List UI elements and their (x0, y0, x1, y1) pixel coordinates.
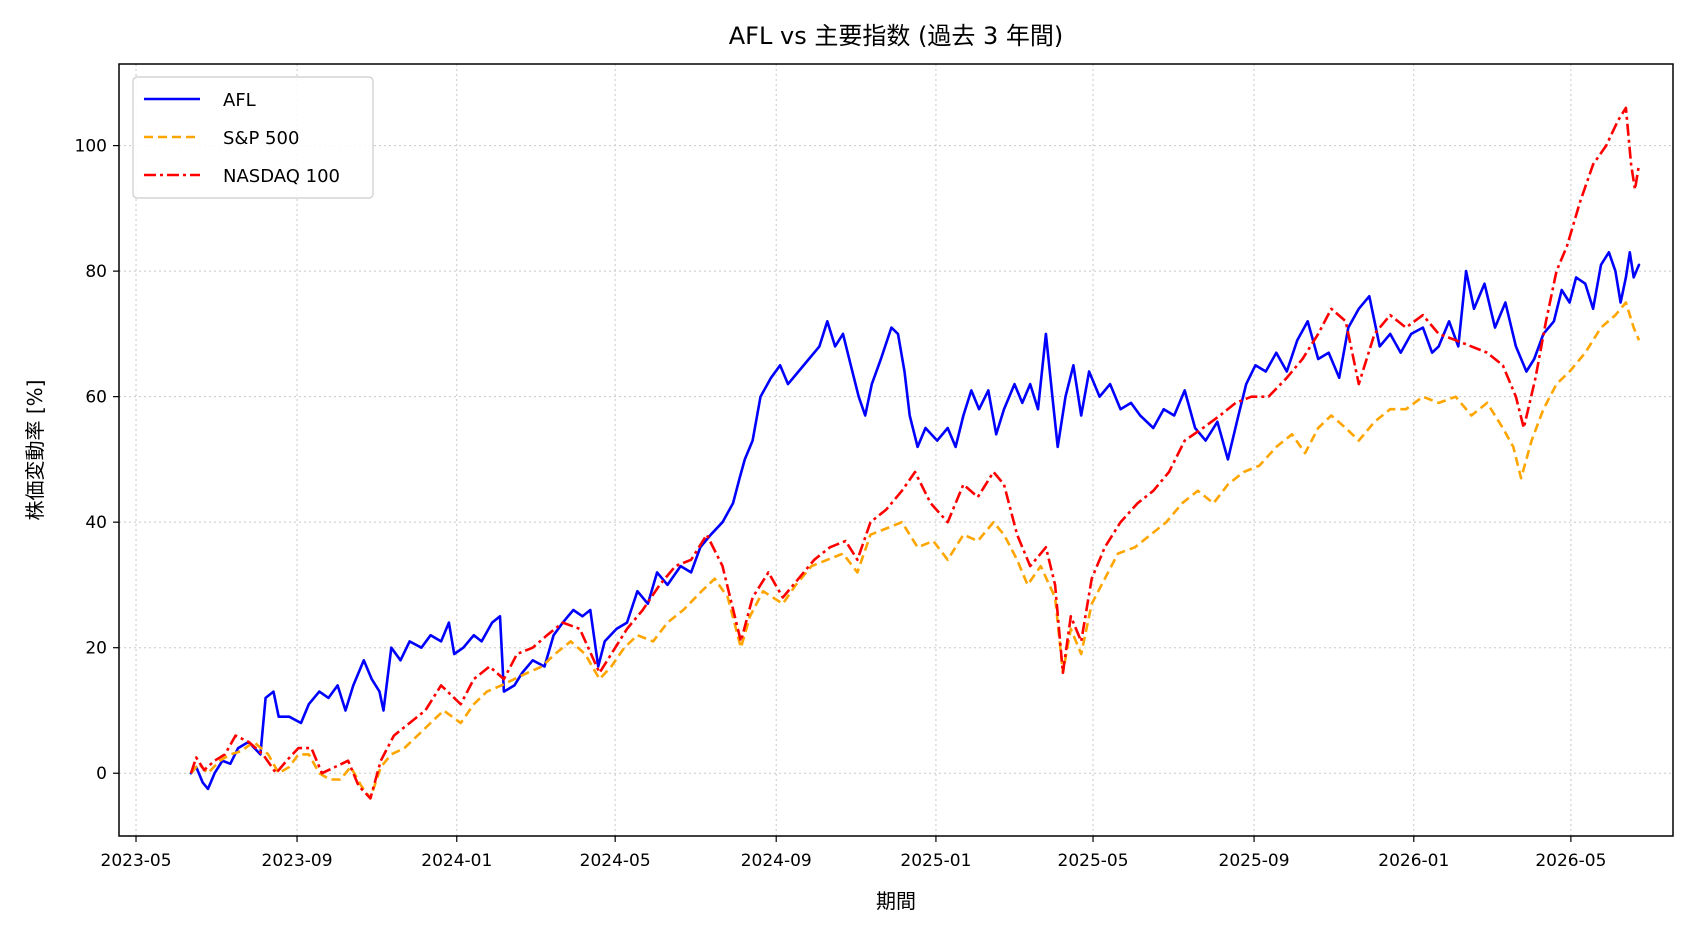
x-tick-label: 2023-09 (262, 851, 333, 871)
series-layer (189, 106, 1641, 800)
x-tick-label: 2026-05 (1535, 851, 1606, 871)
x-tick-label: 2025-09 (1219, 851, 1290, 871)
x-tick-label: 2026-01 (1378, 851, 1449, 871)
x-axis: 2023-05 2023-09 2024-01 2024-05 2024-09 2025-… (101, 836, 1606, 871)
y-tick-label: 40 (85, 513, 107, 533)
y-axis: 0 20 40 60 80 100 (75, 137, 119, 784)
chart-title: AFL vs 主要指数 (過去 3 年間) (729, 22, 1063, 50)
y-axis-label: 株価変動率 [%] (23, 380, 47, 521)
x-axis-label: 期間 (876, 889, 916, 913)
legend-label: AFL (223, 90, 256, 111)
series-line-2 (189, 106, 1641, 800)
series-line-1 (190, 301, 1641, 800)
y-tick-label: 20 (85, 639, 107, 659)
grid-layer (119, 64, 1673, 836)
x-tick-label: 2025-01 (900, 851, 971, 871)
legend-box (132, 76, 374, 199)
legend-label: S&P 500 (223, 128, 299, 149)
x-tick-label: 2024-09 (741, 851, 812, 871)
x-tick-label: 2023-05 (101, 851, 172, 871)
y-tick-label: 80 (85, 262, 107, 282)
x-tick-label: 2024-05 (580, 851, 651, 871)
x-tick-label: 2024-01 (421, 851, 492, 871)
x-tick-label: 2025-05 (1058, 851, 1129, 871)
legend-label: NASDAQ 100 (223, 166, 340, 187)
series-line-0 (189, 251, 1641, 791)
y-tick-label: 100 (75, 137, 107, 157)
legend: AFL S&P 500 NASDAQ 100 (132, 76, 374, 199)
y-tick-label: 0 (96, 764, 107, 784)
y-tick-label: 60 (85, 388, 107, 408)
plot-frame (118, 63, 1674, 837)
